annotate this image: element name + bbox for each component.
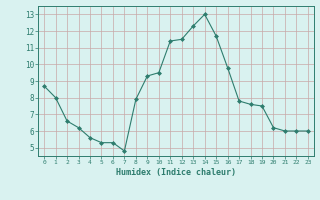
X-axis label: Humidex (Indice chaleur): Humidex (Indice chaleur) [116, 168, 236, 177]
